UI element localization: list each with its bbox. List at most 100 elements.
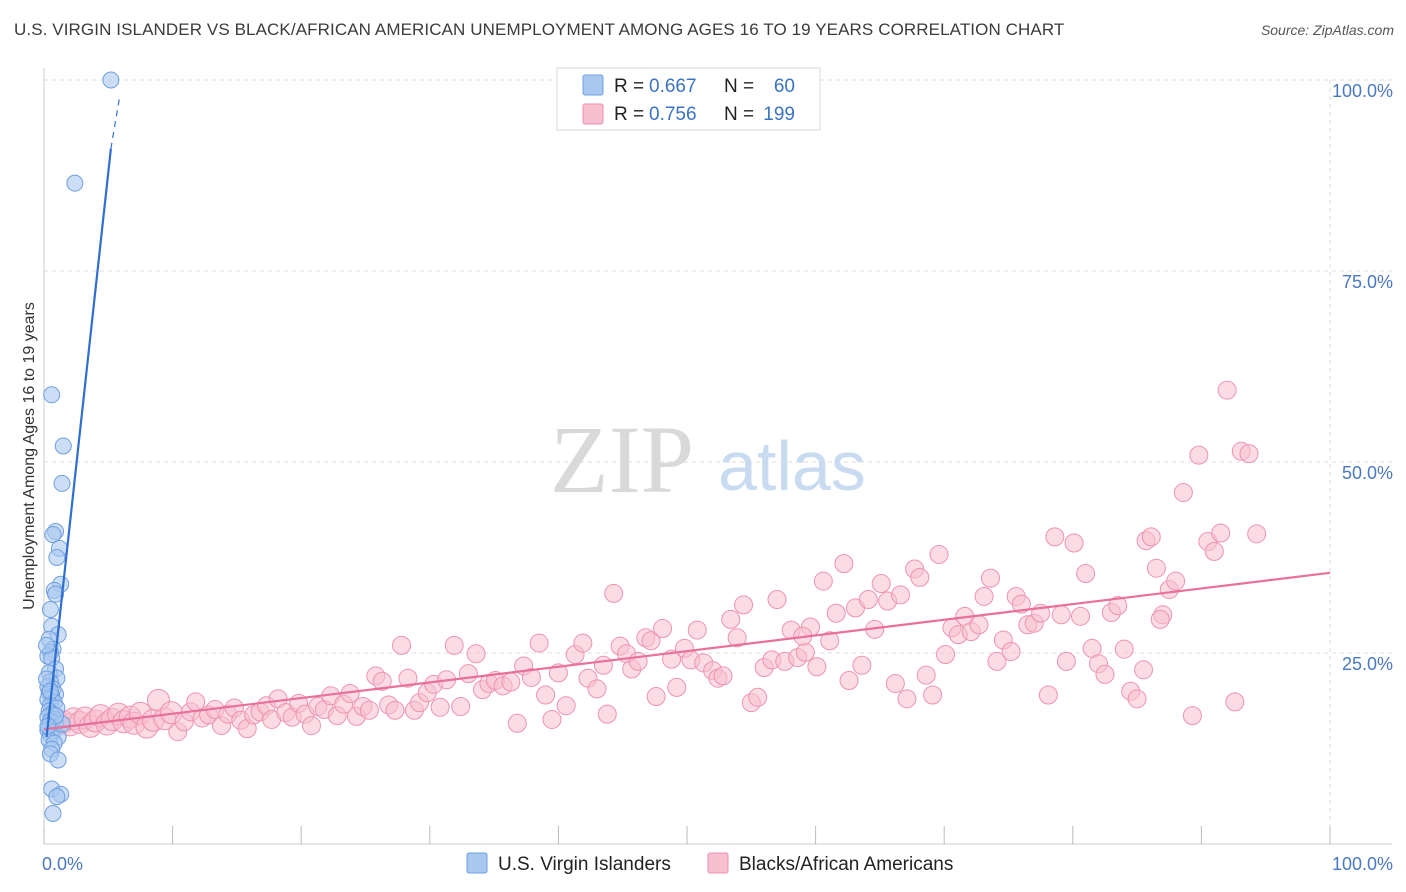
point-black-135 [910,567,930,587]
trend-lines [43,95,1331,738]
point-black-170 [1134,660,1154,680]
legend-n-label-pink: N = [724,104,754,125]
point-black-73 [501,672,521,692]
y-tick-label-1: 50.0% [1342,463,1393,483]
legend-n-value-pink: 199 [763,104,795,125]
point-black-105 [713,666,733,686]
point-black-85 [587,679,607,699]
correlation-legend: R = 0.667 N = 60 R = 0.756 N = 199 [556,67,821,131]
y-tick-label-2: 75.0% [1342,272,1393,292]
point-black-106 [721,609,741,629]
series-legend: U.S. Virgin Islanders Blacks/African Ame… [466,852,953,875]
point-black-92 [628,651,648,671]
trend-line-virgin-extension [110,95,121,149]
point-black-131 [885,674,905,694]
point-black-129 [871,573,891,593]
legend-r-label-pink: R = [614,104,644,125]
point-black-182 [1211,523,1231,543]
point-black-183 [1217,380,1237,400]
point-black-144 [969,615,989,635]
point-black-119 [807,657,827,677]
point-black-107 [727,628,747,648]
point-virgin-52 [48,788,66,806]
point-black-113 [767,590,787,610]
point-black-157 [1051,605,1071,625]
point-black-67 [458,664,478,684]
point-virgin-12 [41,600,59,618]
legend-n-label-blue: N = [724,76,754,97]
point-black-52 [359,700,379,720]
point-black-176 [1166,571,1186,591]
point-black-58 [398,668,418,688]
point-black-137 [923,685,943,705]
point-black-122 [826,603,846,623]
x-tick-label-min: 0.0% [42,854,83,874]
point-black-66 [451,696,471,716]
point-black-68 [466,644,486,664]
trend-line-virgin [45,148,112,738]
bottom-legend-swatch-pink [707,852,729,874]
point-black-160 [1071,606,1091,626]
point-virgin-0 [102,71,120,89]
point-virgin-1 [66,174,84,192]
point-black-101 [687,620,707,640]
point-virgin-57 [38,636,56,654]
point-black-187 [1247,524,1267,544]
point-black-132 [890,585,910,605]
point-black-98 [667,677,687,697]
point-black-96 [653,619,673,639]
point-black-78 [536,685,556,705]
point-black-179 [1189,445,1209,465]
point-black-87 [597,704,617,724]
point-black-81 [556,696,576,716]
point-virgin-2 [43,386,61,404]
point-black-188 [1150,609,1170,629]
point-virgin-3 [54,437,72,455]
point-black-79 [542,709,562,729]
point-black-136 [916,665,936,685]
legend-r-label-blue: R = [614,76,644,97]
y-tick-labels: 25.0% 50.0% 75.0% 100.0% [1332,81,1393,674]
point-black-149 [1001,641,1021,661]
watermark-atlas: atlas [718,427,866,505]
legend-r-value-blue: 0.667 [649,76,697,97]
point-black-181 [1204,541,1224,561]
point-black-151 [1011,594,1031,614]
point-black-86 [593,655,613,675]
point-black-164 [1095,664,1115,684]
point-black-156 [1045,527,1065,547]
point-black-146 [980,568,1000,588]
point-virgin-8 [48,549,66,566]
point-black-120 [813,571,833,591]
point-black-56 [385,700,405,720]
legend-n-value-blue: 60 [774,76,795,97]
point-black-145 [974,586,994,606]
x-tick-label-max: 100.0% [1332,854,1393,874]
x-tick-labels: 0.0% 100.0% [42,854,1393,874]
point-black-117 [795,642,815,662]
y-axis-title: Unemployment Among Ages 16 to 19 years [21,302,38,610]
trend-line-black [43,571,1331,731]
point-black-139 [935,645,955,665]
point-black-138 [929,544,949,564]
point-black-94 [641,631,661,651]
legend-r-value-pink: 0.756 [649,104,697,125]
point-virgin-11 [47,585,65,603]
point-black-108 [734,595,754,615]
point-black-177 [1173,483,1193,503]
point-black-74 [507,713,527,733]
point-black-77 [529,633,549,653]
bottom-legend-label-pink: Blacks/African Americans [739,854,953,875]
point-black-127 [858,590,878,610]
point-black-83 [573,633,593,653]
point-virgin-49 [49,751,67,769]
point-black-184 [1225,692,1245,712]
watermark-zip: ZIP [550,406,694,513]
point-black-126 [852,655,872,675]
legend-swatch-blue [582,74,604,96]
point-black-167 [1114,639,1134,659]
legend-swatch-pink [582,103,604,125]
point-black-147 [987,651,1007,671]
point-black-88 [604,583,624,603]
